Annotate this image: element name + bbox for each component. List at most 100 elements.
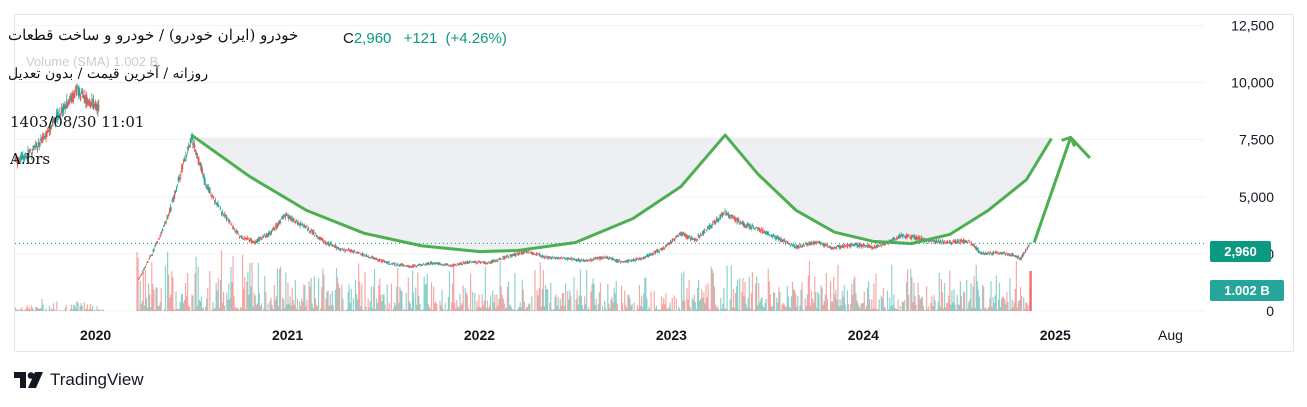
candle-body [491, 260, 493, 263]
candle-body [61, 108, 63, 115]
candle-body [802, 244, 805, 246]
candle-body [49, 125, 52, 131]
candle-body [804, 243, 806, 245]
volume-bar [38, 308, 40, 311]
candle-body [815, 242, 818, 244]
candle-body [1008, 255, 1010, 256]
candle-body [15, 158, 17, 160]
volume-bar [347, 291, 349, 311]
candle-body [777, 237, 779, 238]
volume-bar [37, 308, 39, 311]
candle-body [34, 146, 36, 148]
candle-body [713, 221, 715, 223]
volume-bar [1021, 295, 1023, 311]
candle-body [200, 167, 203, 173]
volume-bar [649, 309, 651, 311]
volume-bar [564, 283, 567, 311]
candle-body [729, 216, 731, 218]
candle-body [356, 251, 358, 253]
candle-body [143, 268, 146, 269]
volume-bar [287, 282, 289, 311]
candle-body [236, 230, 238, 233]
candle-body [280, 221, 282, 223]
candle-body [745, 224, 748, 227]
candle-body [620, 261, 622, 263]
projection-arrow-head [1061, 135, 1077, 147]
candle-body [847, 244, 850, 246]
volume-bar [569, 290, 571, 311]
volume-bar [152, 284, 154, 311]
candle-body [677, 235, 679, 237]
volume-bar [286, 304, 288, 311]
volume-bar [639, 305, 642, 311]
volume-bar [239, 307, 242, 311]
candle-body [753, 228, 755, 230]
volume-bar [611, 296, 613, 311]
candle-body [16, 162, 18, 163]
candle-body [92, 103, 94, 105]
candle-body [958, 241, 960, 244]
candle-body [652, 254, 654, 255]
volume-bar [249, 263, 251, 311]
volume-bar [501, 295, 503, 311]
candle-body [407, 266, 409, 268]
candle-body [533, 253, 535, 255]
candle-body [573, 258, 575, 260]
volume-bar [325, 298, 327, 311]
candle-body [498, 258, 501, 260]
candle-body [504, 256, 506, 259]
candle-body [643, 257, 645, 259]
candle-body [815, 241, 817, 243]
candle-body [485, 263, 488, 264]
candle-body [504, 257, 507, 259]
volume-bar [417, 272, 419, 311]
candle-body [771, 234, 773, 236]
candle-body [400, 264, 402, 265]
candle-body [437, 262, 439, 265]
tradingview-logo[interactable]: TradingView [14, 370, 144, 390]
candle-body [627, 259, 629, 263]
candle-body [170, 207, 172, 209]
candle-body [142, 271, 144, 273]
candle-body [297, 222, 299, 224]
candle-body [472, 261, 474, 263]
volume-bar [50, 307, 53, 311]
candle-body [542, 255, 544, 258]
volume-bar [931, 296, 933, 311]
candle-body [663, 247, 665, 250]
candle-body [617, 261, 619, 262]
candle-body [968, 241, 970, 243]
candle-body [1007, 253, 1009, 256]
volume-bar [494, 294, 496, 311]
candle-body [580, 259, 583, 261]
candle-body [63, 104, 65, 108]
volume-bar [139, 281, 141, 311]
candle-body [794, 246, 796, 248]
volume-bar [881, 298, 883, 311]
candle-body [363, 253, 365, 255]
candle-body [812, 241, 814, 244]
volume-bar [424, 284, 426, 311]
candle-body [158, 238, 160, 239]
candle-body [44, 134, 46, 136]
volume-bar [646, 298, 648, 311]
volume-bar [429, 309, 432, 311]
candle-body [32, 146, 34, 148]
x-tick-label: 2021 [272, 327, 303, 343]
candle-body [38, 144, 40, 147]
volume-bar [948, 295, 950, 311]
candle-body [660, 249, 662, 250]
candle-body [314, 232, 317, 234]
volume-bar [18, 309, 20, 311]
candle-body [872, 247, 874, 249]
candle-body [688, 235, 690, 237]
candle-body [712, 222, 714, 224]
candle-body [69, 99, 71, 101]
volume-bar [193, 310, 195, 311]
candle-body [319, 237, 321, 240]
candle-body [278, 222, 280, 223]
candle-body [955, 242, 958, 244]
volume-bar [949, 270, 951, 311]
volume-bar [439, 300, 441, 311]
